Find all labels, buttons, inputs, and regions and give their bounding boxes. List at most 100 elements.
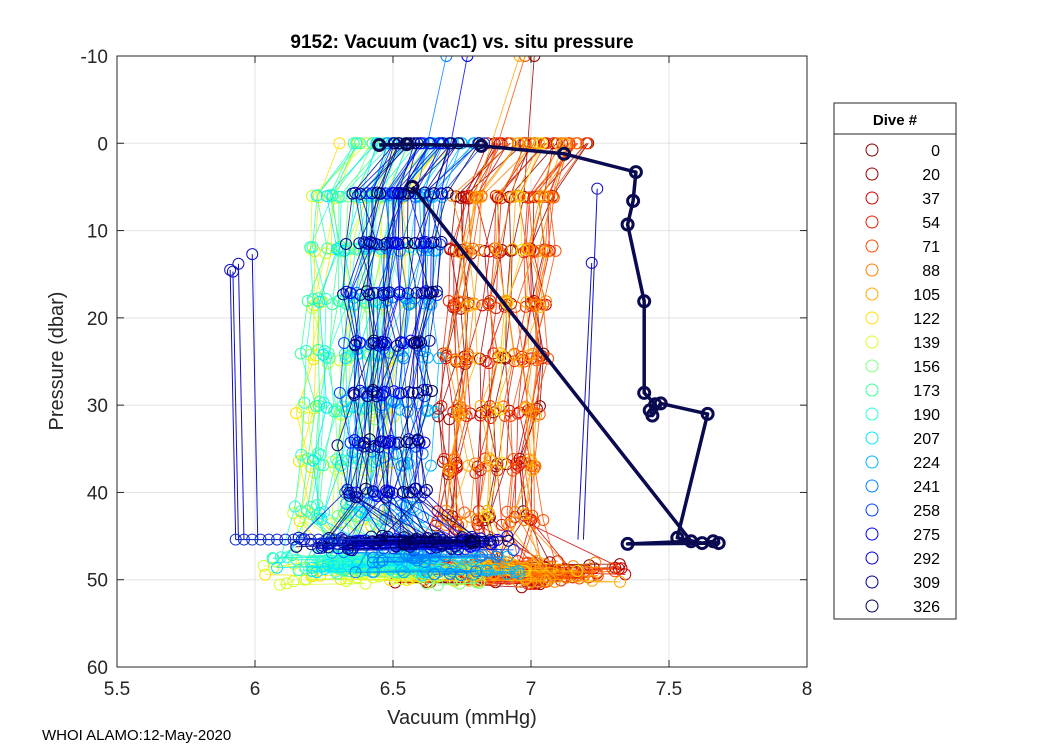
y-axis: -10 0 10 20 30 40 50 60: [81, 47, 807, 679]
legend-marker: [865, 503, 879, 517]
dive-point: [479, 355, 492, 368]
legend-entry-label: 0: [931, 143, 940, 160]
dive-point: [492, 189, 505, 202]
legend-marker: [865, 143, 879, 157]
y-axis-label: Pressure (dbar): [46, 292, 68, 431]
dive-line: [406, 143, 521, 576]
dive-point: [424, 459, 437, 472]
dive-point: [518, 514, 531, 526]
footer-label: WHOI ALAMO:12-May-2020: [42, 727, 232, 744]
dive-point: [608, 565, 621, 578]
dive-point: [376, 336, 389, 349]
dive-point: [525, 455, 538, 468]
dive-line: [486, 143, 565, 570]
dive-point: [366, 137, 379, 150]
dive-point: [418, 237, 431, 250]
dive-point: [300, 344, 313, 357]
dive-point: [378, 238, 391, 251]
dive-point: [484, 454, 497, 467]
dive-point: [488, 563, 501, 576]
dive-point: [448, 452, 461, 465]
dive-point: [442, 463, 455, 476]
legend-entry-label: 224: [913, 455, 940, 472]
dive-point: [450, 190, 463, 203]
dive-point: [492, 244, 505, 257]
dive-point: [273, 578, 286, 591]
dive-point: [473, 244, 486, 256]
chart-title: 9152: Vacuum (vac1) vs. situ pressure: [290, 32, 633, 53]
legend-entry-label: 241: [913, 479, 940, 496]
dive-point: [494, 347, 507, 360]
dive-point: [320, 401, 333, 414]
dive-point: [511, 407, 524, 420]
dive-point: [482, 357, 495, 370]
legend-entry-label: 139: [913, 335, 940, 352]
dive-point: [403, 486, 416, 499]
dive-point: [481, 504, 494, 517]
dive-point: [333, 137, 346, 150]
dive-point: [401, 236, 414, 249]
dive-point: [529, 409, 542, 422]
dive-line: [324, 143, 467, 571]
dive-point: [395, 459, 408, 472]
legend-marker: [865, 263, 879, 277]
dive-point: [522, 243, 535, 256]
y-tick-label: 10: [87, 222, 108, 243]
dive-point: [497, 400, 510, 413]
dive-point: [454, 573, 467, 586]
legend-entry-label: 122: [913, 311, 940, 328]
dive-point: [449, 353, 462, 366]
dive-point: [528, 56, 541, 62]
dive-point: [468, 191, 481, 203]
dive-line: [372, 143, 495, 573]
dive-point: [519, 508, 532, 521]
dive-point: [345, 498, 358, 511]
dive-point: [259, 568, 272, 581]
dive-point: [489, 242, 502, 255]
dive-point: [394, 573, 407, 586]
legend-marker: [865, 239, 879, 253]
dive-point: [321, 558, 334, 571]
dive-point: [483, 507, 496, 520]
dive-point: [543, 573, 556, 586]
dive-point: [501, 567, 513, 580]
dive-point: [423, 535, 436, 548]
dive-point: [312, 191, 325, 204]
dive-point: [335, 190, 348, 203]
dive-point: [438, 452, 451, 465]
x-tick-label: 7.5: [656, 679, 682, 700]
legend-entry-label: 105: [913, 287, 940, 304]
dive-point: [388, 187, 401, 200]
legend-marker: [865, 335, 879, 349]
highlight-dive: [372, 137, 726, 551]
dive-point: [420, 383, 433, 396]
dive-point: [376, 554, 389, 567]
dive-point: [483, 511, 496, 524]
dive-point: [348, 434, 361, 447]
dive-point: [366, 384, 379, 396]
dive-point: [506, 243, 519, 256]
dive-point: [435, 187, 448, 200]
y-tick-label: 60: [87, 658, 108, 679]
legend-marker: [865, 383, 879, 397]
dive-point: [586, 574, 599, 587]
dive-point: [581, 137, 594, 150]
dive-point: [451, 399, 464, 412]
dive-point: [295, 448, 308, 461]
dive-point: [522, 453, 535, 466]
dive-point: [481, 564, 494, 577]
highlight-point: [626, 193, 641, 208]
dive-point: [315, 513, 328, 526]
dive-point: [516, 243, 528, 256]
dive-line: [457, 143, 578, 572]
dive-point: [534, 300, 547, 313]
dive-point: [490, 550, 503, 563]
dive-line: [295, 143, 416, 548]
legend-entry-label: 258: [913, 503, 940, 520]
dive-line: [410, 143, 546, 582]
y-tick-label: 0: [97, 134, 108, 155]
dive-point: [406, 243, 419, 256]
dive-point: [280, 577, 293, 590]
legend: Dive # 0 20 37 54 71 88 105 122 139 156 173 190 207 2…: [833, 102, 957, 620]
legend-entry-label: 71: [922, 239, 940, 256]
